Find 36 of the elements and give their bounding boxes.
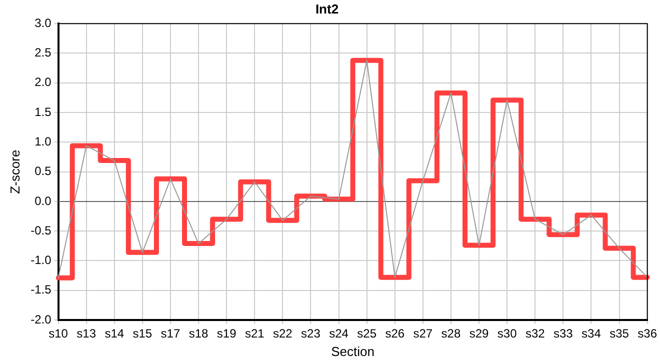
x-tick-label: s25	[357, 326, 377, 341]
x-tick-label: s36	[638, 326, 658, 341]
x-tick-label: s24	[329, 326, 349, 341]
y-axis-title: Z-score	[7, 150, 22, 194]
x-tick-label: s35	[610, 326, 630, 341]
x-tick-label: s22	[272, 326, 293, 341]
x-tick-label: s19	[216, 326, 237, 341]
x-tick-label: s33	[553, 326, 574, 341]
x-tick-label: s32	[525, 326, 546, 341]
y-tick-label: -1.0	[30, 253, 52, 268]
y-tick-label: 1.5	[34, 104, 52, 119]
x-tick-label: s28	[441, 326, 461, 341]
y-tick-label: -2.0	[30, 312, 52, 326]
x-tick-label: s10	[48, 326, 68, 341]
y-tick-label: 0.0	[34, 194, 52, 208]
y-tick-label: 1.0	[34, 134, 52, 148]
x-tick-label: s14	[104, 326, 124, 341]
x-tick-label: s18	[188, 326, 209, 341]
x-tick-label: s34	[582, 326, 602, 341]
y-tick-label: 2.5	[34, 46, 52, 60]
x-tick-label: s29	[469, 326, 490, 341]
x-tick-label: s15	[132, 326, 152, 341]
x-tick-label: s27	[413, 326, 433, 341]
chart-title: Int2	[315, 1, 339, 16]
x-tick-label: s17	[160, 326, 180, 341]
x-axis-title: Section	[331, 344, 374, 359]
x-tick-label: s23	[301, 326, 321, 341]
x-tick-label: s26	[385, 326, 405, 341]
x-tick-label: s21	[244, 326, 265, 341]
y-tick-label: -0.5	[30, 223, 52, 238]
y-tick-label: -1.5	[30, 282, 52, 297]
y-tick-label: 2.0	[34, 75, 52, 90]
y-tick-label: 0.5	[34, 164, 52, 178]
x-tick-label: s30	[497, 326, 518, 341]
x-tick-label: s13	[76, 326, 96, 341]
y-tick-label: 3.0	[34, 16, 52, 30]
